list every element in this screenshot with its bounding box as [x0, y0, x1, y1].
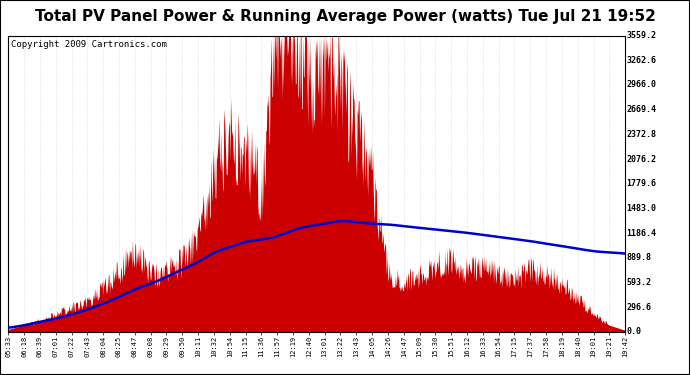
Text: 1779.6: 1779.6 [627, 179, 656, 188]
Text: 3262.6: 3262.6 [627, 56, 656, 65]
Text: 2669.4: 2669.4 [627, 105, 656, 114]
Text: 889.8: 889.8 [627, 254, 651, 262]
Text: 296.6: 296.6 [627, 303, 651, 312]
Text: Copyright 2009 Cartronics.com: Copyright 2009 Cartronics.com [11, 40, 167, 49]
Text: 1483.0: 1483.0 [627, 204, 656, 213]
Text: 1186.4: 1186.4 [627, 229, 656, 238]
Text: Total PV Panel Power & Running Average Power (watts) Tue Jul 21 19:52: Total PV Panel Power & Running Average P… [34, 9, 655, 24]
Text: 0.0: 0.0 [627, 327, 642, 336]
Text: 2076.2: 2076.2 [627, 154, 656, 164]
Text: 593.2: 593.2 [627, 278, 651, 287]
Text: 3559.2: 3559.2 [627, 31, 656, 40]
Text: 2966.0: 2966.0 [627, 81, 656, 90]
Text: 2372.8: 2372.8 [627, 130, 656, 139]
